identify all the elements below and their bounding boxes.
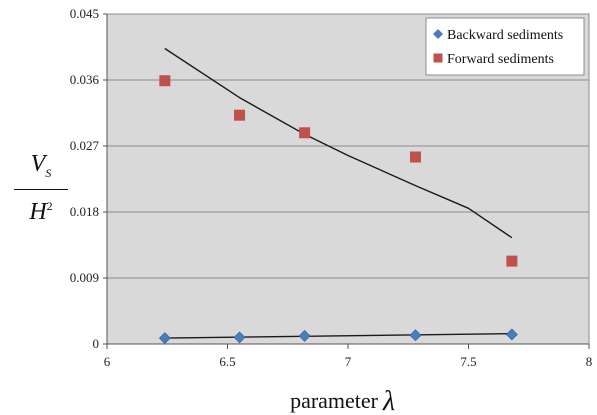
y-tick-label: 0.027 [70, 138, 100, 153]
forward-sediment-point [234, 110, 245, 121]
y-tick-label: 0.036 [70, 72, 100, 87]
y-axis-label: VS H2 [10, 150, 72, 226]
x-axis-lambda-symbol: λ [382, 386, 395, 415]
y-label-fraction-bar [14, 189, 68, 190]
x-tick-label: 7.5 [460, 354, 476, 369]
forward-sediment-point [299, 127, 310, 138]
y-tick-label: 0.009 [70, 270, 99, 285]
y-label-numerator: VS [10, 150, 72, 187]
x-axis-label: parameter [290, 388, 379, 413]
y-label-denominator: H2 [10, 192, 72, 226]
x-tick-label: 7 [345, 354, 352, 369]
forward-sediment-point [506, 256, 517, 267]
x-tick-label: 8 [586, 354, 593, 369]
forward-sediment-point [159, 75, 170, 86]
y-tick-label: 0.018 [70, 204, 99, 219]
x-tick-label: 6.5 [219, 354, 235, 369]
legend-square-marker [434, 54, 443, 63]
x-tick-label: 6 [104, 354, 111, 369]
legend-entry-label: Forward sediments [447, 52, 554, 67]
forward-sediment-point [410, 152, 421, 163]
y-tick-label: 0.045 [70, 6, 99, 21]
legend-entry-label: Backward sediments [447, 28, 563, 43]
y-tick-label: 0 [93, 336, 100, 351]
